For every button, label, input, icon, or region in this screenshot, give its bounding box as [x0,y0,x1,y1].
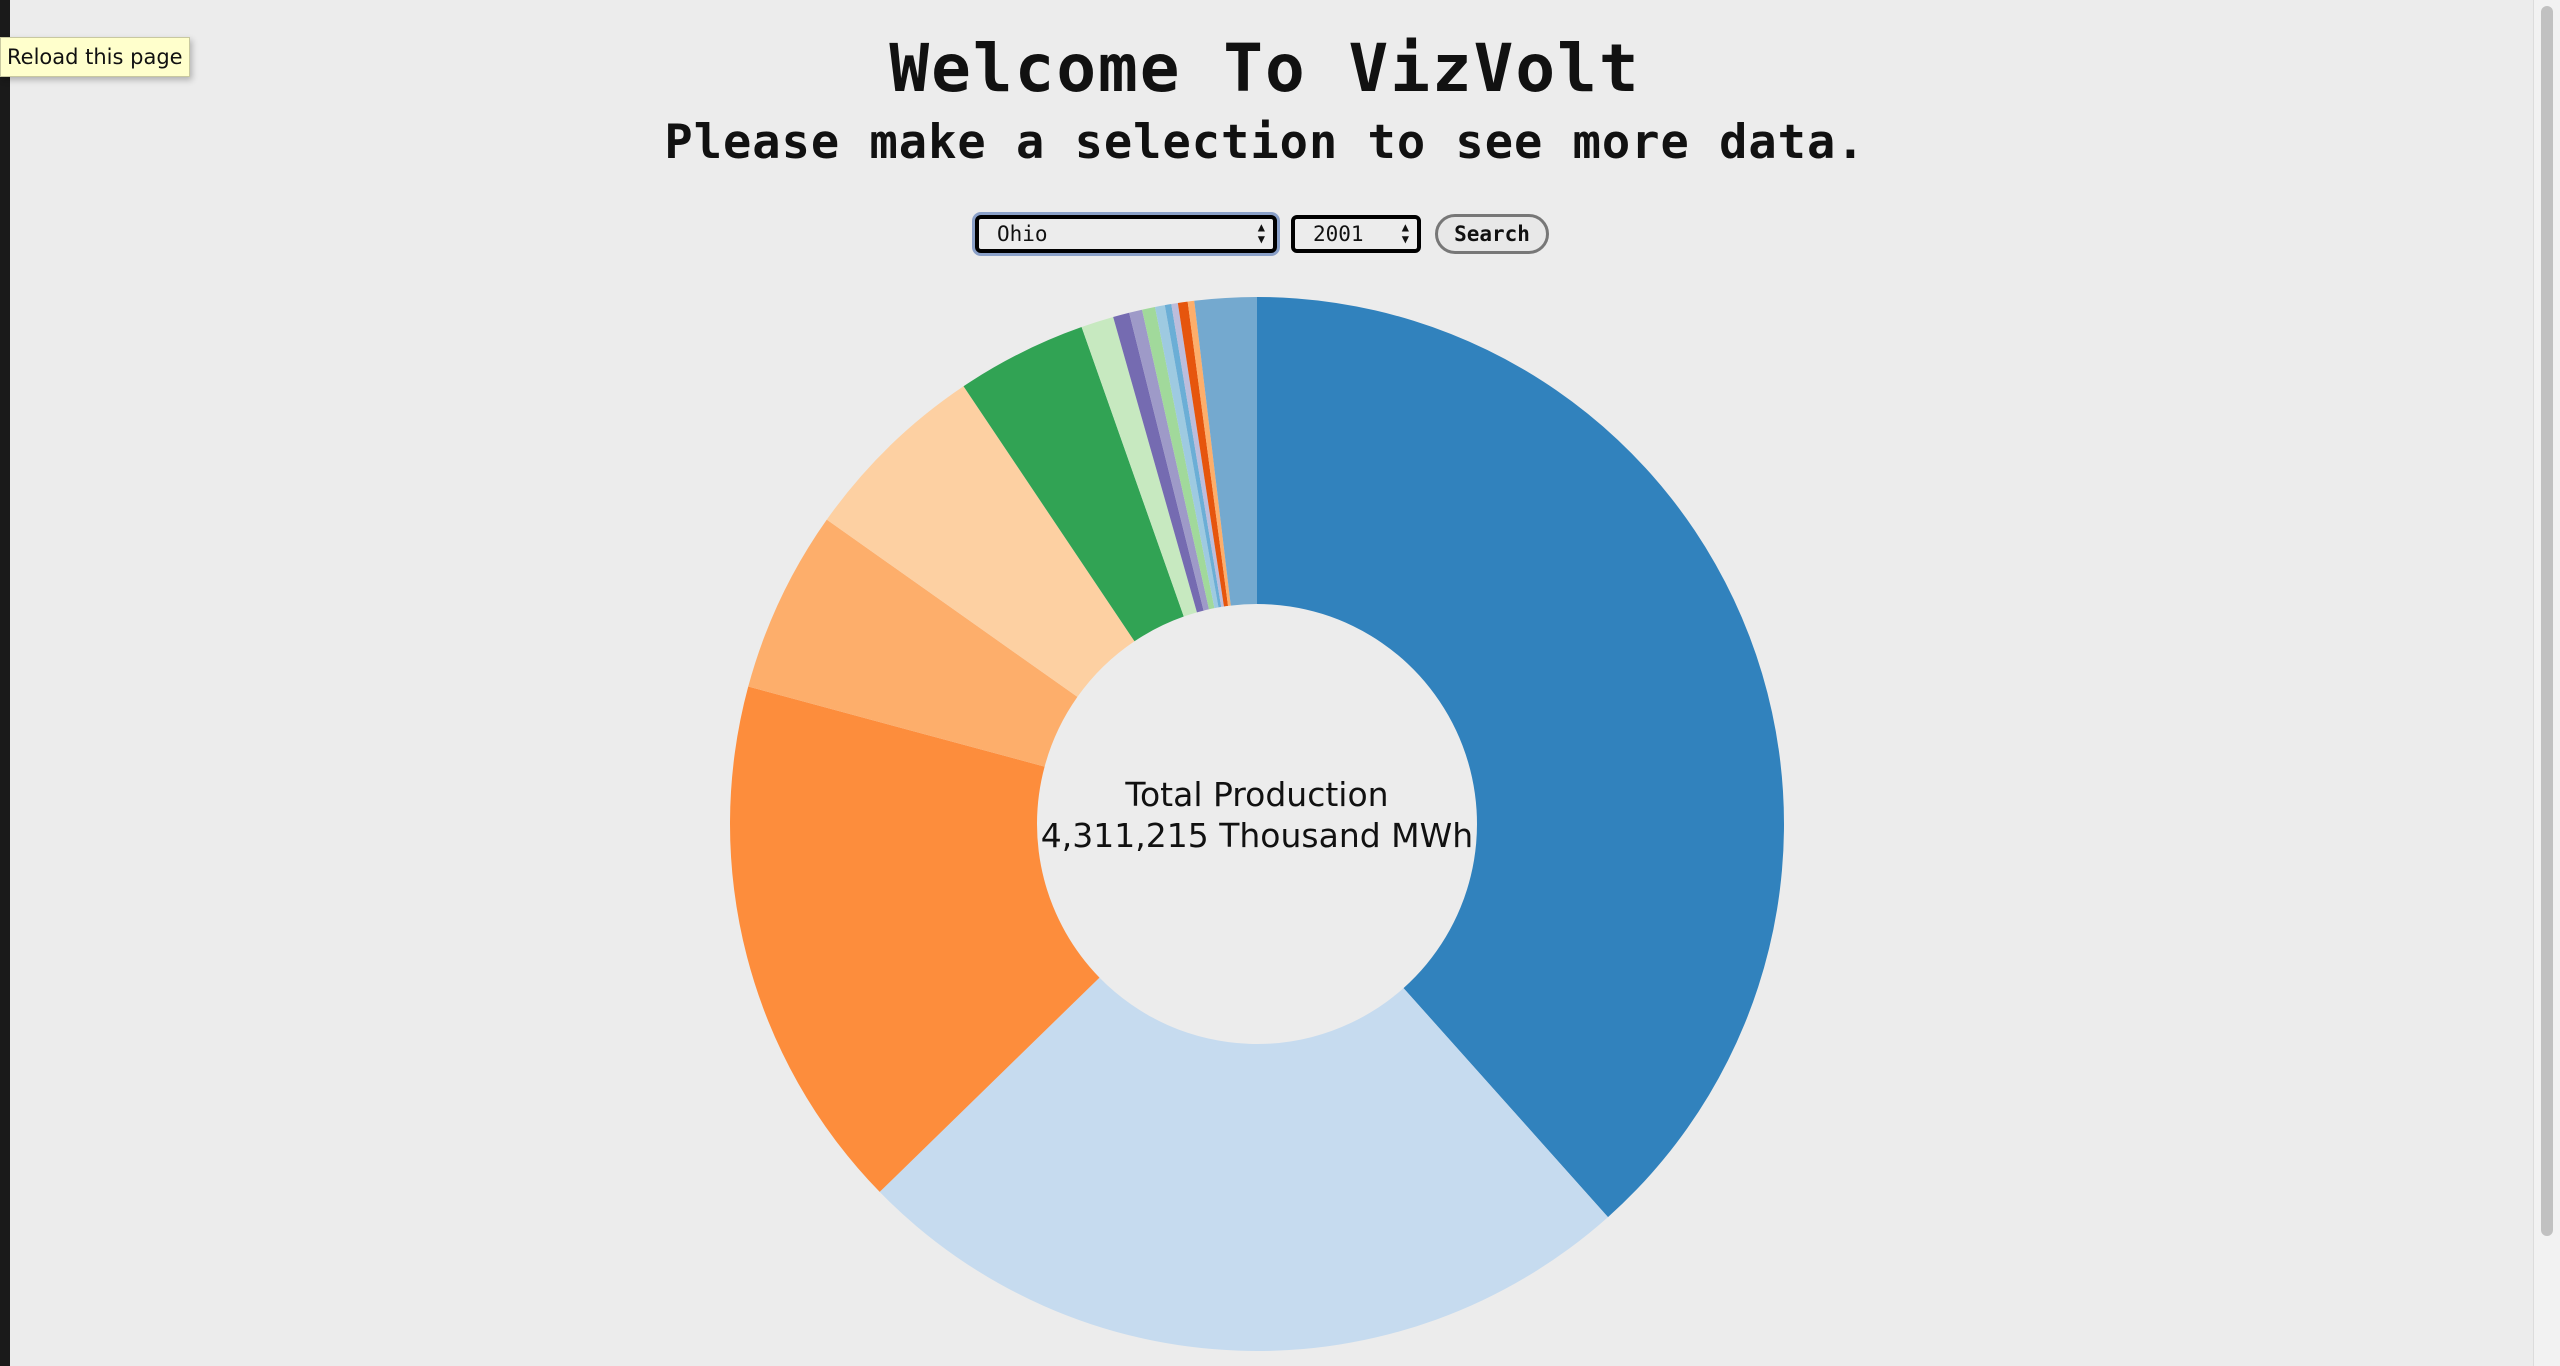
reload-tooltip: Reload this page [0,37,190,77]
search-button[interactable]: Search [1435,214,1549,254]
year-select-value: 2001 [1313,222,1364,246]
select-arrows-icon: ▲ ▼ [1401,220,1409,246]
donut-slice-13[interactable] [1171,302,1224,607]
page-subtitle: Please make a selection to see more data… [664,115,1866,170]
donut-slice-1[interactable] [1257,297,1785,1218]
donut-slice-11[interactable] [1154,305,1219,609]
donut-slice-10[interactable] [1142,306,1215,610]
donut-slice-5[interactable] [826,386,1135,697]
donut-slice-16[interactable] [1194,297,1257,606]
donut-slice-3[interactable] [729,686,1100,1192]
donut-slice-4[interactable] [748,519,1078,767]
donut-slice-8[interactable] [1113,312,1204,613]
state-select[interactable]: Ohio ▲ ▼ [975,215,1277,253]
donut-slice-14[interactable] [1177,301,1229,607]
donut-slice-6[interactable] [963,327,1184,642]
year-select[interactable]: 2001 ▲ ▼ [1291,215,1421,253]
page-scrollbar[interactable] [2533,0,2560,1366]
donut-slice-2[interactable] [879,977,1608,1352]
page-title: Welcome To VizVolt [889,30,1641,107]
donut-slice-7[interactable] [1081,317,1197,617]
search-controls: Ohio ▲ ▼ 2001 ▲ ▼ Search [975,214,1549,254]
window-edge [0,0,10,1366]
donut-slice-9[interactable] [1129,309,1210,611]
donut-slice-12[interactable] [1164,304,1222,608]
center-label-total: 4,311,215 Thousand MWh [1041,816,1473,855]
donut-slice-15[interactable] [1187,300,1231,606]
scrollbar-thumb[interactable] [2541,6,2553,1236]
center-label-title: Total Production [1124,775,1388,814]
state-select-value: Ohio [997,222,1048,246]
select-arrows-icon: ▲ ▼ [1257,220,1265,246]
